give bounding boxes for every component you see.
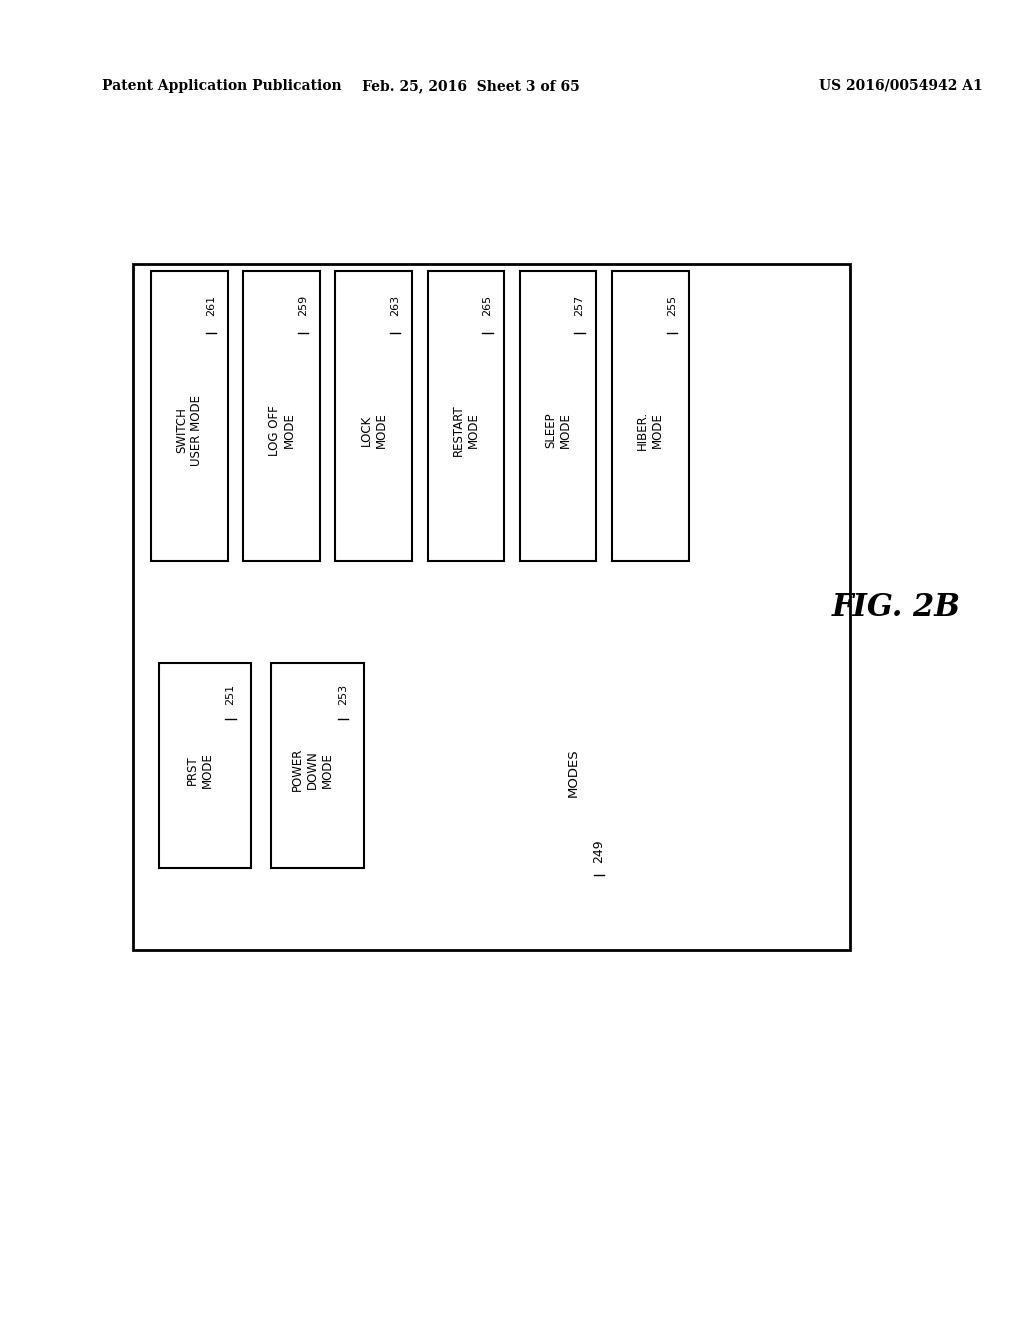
Text: LOG OFF
MODE: LOG OFF MODE (267, 405, 296, 455)
Text: LOCK
MODE: LOCK MODE (359, 412, 388, 449)
Text: 265: 265 (482, 294, 493, 315)
Text: MODES: MODES (567, 748, 580, 796)
Text: 259: 259 (298, 294, 308, 315)
Text: Feb. 25, 2016  Sheet 3 of 65: Feb. 25, 2016 Sheet 3 of 65 (362, 79, 580, 92)
Bar (133, 264, 850, 950)
Bar (520, 271, 596, 561)
Text: POWER
DOWN
MODE: POWER DOWN MODE (292, 748, 334, 792)
Text: 253: 253 (338, 684, 348, 705)
Text: 257: 257 (574, 294, 585, 315)
Text: 249: 249 (593, 840, 605, 863)
Bar (159, 664, 251, 869)
Text: RESTART
MODE: RESTART MODE (452, 404, 480, 457)
Text: HIBER.
MODE: HIBER. MODE (636, 411, 665, 450)
Text: 261: 261 (206, 294, 216, 315)
Text: Patent Application Publication: Patent Application Publication (102, 79, 342, 92)
Bar (336, 271, 412, 561)
Bar (612, 271, 688, 561)
Bar (271, 664, 364, 869)
Text: PRST
MODE: PRST MODE (186, 752, 214, 788)
Text: 255: 255 (667, 294, 677, 315)
Bar (428, 271, 505, 561)
Text: FIG. 2B: FIG. 2B (831, 591, 961, 623)
Text: SWITCH
USER MODE: SWITCH USER MODE (175, 395, 204, 466)
Bar (152, 271, 227, 561)
Text: SLEEP
MODE: SLEEP MODE (544, 412, 572, 449)
Text: 251: 251 (225, 684, 236, 705)
Text: 263: 263 (390, 294, 400, 315)
Text: US 2016/0054942 A1: US 2016/0054942 A1 (819, 79, 983, 92)
Bar (244, 271, 319, 561)
